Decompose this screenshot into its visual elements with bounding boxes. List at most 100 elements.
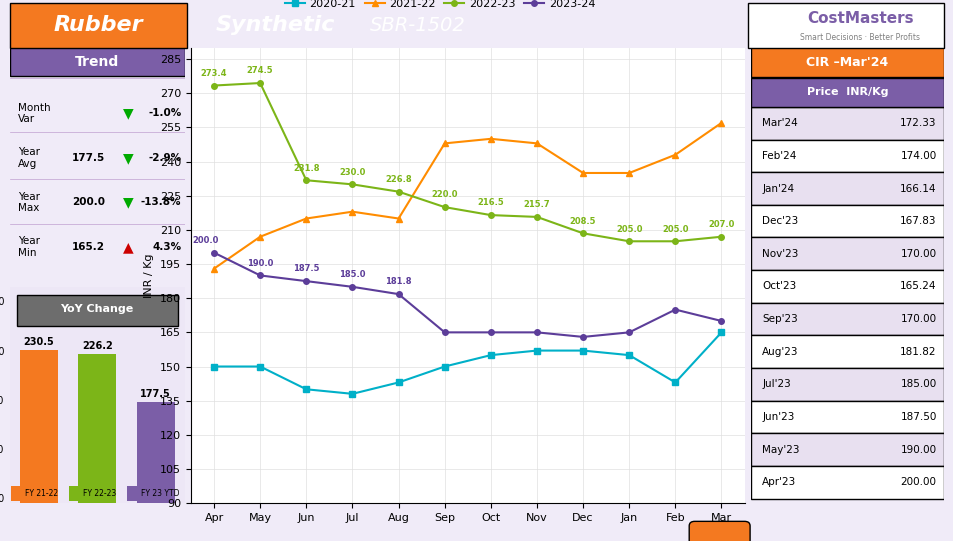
2022-23 [669, 238, 680, 245]
Text: CostMasters: CostMasters [806, 11, 913, 26]
Text: 166.14: 166.14 [900, 183, 936, 194]
2021-22 [393, 215, 404, 222]
2023-24 [393, 291, 404, 298]
FancyBboxPatch shape [750, 107, 943, 140]
2021-22 [485, 136, 497, 142]
Text: Trend: Trend [75, 55, 119, 69]
2022-23 [438, 204, 450, 210]
FancyBboxPatch shape [10, 3, 187, 48]
Bar [69, 486, 79, 501]
Text: SBR-1502: SBR-1502 [369, 16, 465, 35]
Text: 187.5: 187.5 [293, 265, 319, 273]
2021-22 [531, 140, 542, 147]
FancyBboxPatch shape [750, 172, 943, 205]
Text: 226.2: 226.2 [82, 341, 112, 352]
Text: Aug'23: Aug'23 [761, 347, 798, 357]
Text: Year
Min: Year Min [18, 236, 40, 258]
2021-22 [669, 151, 680, 158]
Bar [127, 486, 137, 501]
FancyBboxPatch shape [750, 48, 943, 77]
2023-24 [715, 318, 726, 324]
2023-24 [300, 278, 312, 285]
2023-24 [531, 329, 542, 335]
Text: 4.3%: 4.3% [152, 242, 181, 252]
Text: Jun'23: Jun'23 [761, 412, 794, 422]
Text: Apr'23: Apr'23 [761, 477, 796, 487]
Text: 200.0: 200.0 [193, 236, 218, 245]
Text: Month
Var: Month Var [18, 103, 51, 124]
Text: Year
Avg: Year Avg [18, 147, 40, 169]
Text: Jan'24: Jan'24 [761, 183, 794, 194]
2023-24 [485, 329, 497, 335]
Text: 205.0: 205.0 [616, 225, 641, 234]
FancyBboxPatch shape [750, 401, 943, 433]
Text: ▼: ▼ [123, 195, 134, 209]
FancyBboxPatch shape [750, 237, 943, 270]
Text: 170.00: 170.00 [900, 249, 936, 259]
FancyBboxPatch shape [747, 3, 943, 48]
Text: 177.5: 177.5 [71, 153, 105, 163]
2023-24 [254, 272, 266, 279]
FancyBboxPatch shape [750, 433, 943, 466]
2023-24 [346, 283, 357, 290]
Text: 187.50: 187.50 [900, 412, 936, 422]
2020-21 [669, 379, 680, 386]
Text: 167.83: 167.83 [900, 216, 936, 226]
Text: 216.5: 216.5 [476, 199, 504, 207]
Text: 185.0: 185.0 [339, 270, 365, 279]
FancyBboxPatch shape [750, 303, 943, 335]
Text: -2.9%: -2.9% [148, 153, 181, 163]
Text: 220.0: 220.0 [431, 190, 457, 200]
FancyBboxPatch shape [688, 522, 749, 541]
2021-22 [623, 170, 635, 176]
2022-23 [623, 238, 635, 245]
Text: 230.5: 230.5 [24, 337, 54, 347]
2020-21 [438, 363, 450, 370]
Line: 2023-24: 2023-24 [211, 250, 723, 340]
2020-21 [300, 386, 312, 393]
Text: 208.5: 208.5 [569, 216, 596, 226]
2020-21 [531, 347, 542, 354]
Text: 274.5: 274.5 [247, 67, 274, 75]
Text: Sep'23: Sep'23 [761, 314, 798, 324]
Text: ▼: ▼ [123, 107, 134, 121]
2021-22 [208, 265, 219, 272]
Text: 181.82: 181.82 [900, 347, 936, 357]
Text: YoY Change: YoY Change [60, 305, 133, 314]
Text: 165.24: 165.24 [900, 281, 936, 292]
2022-23 [300, 177, 312, 183]
Text: 170.00: 170.00 [900, 314, 936, 324]
Text: 190.0: 190.0 [247, 259, 274, 268]
2020-21 [485, 352, 497, 358]
FancyBboxPatch shape [750, 335, 943, 368]
Text: 174.00: 174.00 [900, 151, 936, 161]
Bar [11, 486, 22, 501]
2021-22 [577, 170, 588, 176]
FancyBboxPatch shape [750, 78, 943, 107]
FancyBboxPatch shape [10, 48, 185, 76]
Line: 2021-22: 2021-22 [211, 120, 723, 272]
Text: 200.00: 200.00 [900, 477, 936, 487]
2022-23 [577, 230, 588, 236]
Text: Price  INR/Kg: Price INR/Kg [806, 87, 887, 97]
FancyBboxPatch shape [750, 466, 943, 499]
Text: 230.0: 230.0 [339, 168, 365, 177]
2021-22 [715, 120, 726, 126]
Text: Rubber: Rubber [53, 15, 143, 35]
Text: 181.8: 181.8 [385, 278, 412, 286]
Text: ▲: ▲ [123, 240, 134, 254]
Text: 231.8: 231.8 [293, 163, 319, 173]
Text: Year
Max: Year Max [18, 192, 40, 213]
Text: Synthetic: Synthetic [215, 15, 335, 35]
2023-24 [577, 334, 588, 340]
2021-22 [254, 234, 266, 240]
2021-22 [300, 215, 312, 222]
2020-21 [208, 363, 219, 370]
Text: Oct'23: Oct'23 [761, 281, 796, 292]
Text: 200.0: 200.0 [71, 197, 105, 208]
Text: Mar'24: Mar'24 [761, 118, 798, 128]
FancyBboxPatch shape [750, 368, 943, 401]
2022-23 [393, 188, 404, 195]
Line: 2020-21: 2020-21 [211, 329, 723, 397]
Text: FY 22-23: FY 22-23 [83, 489, 116, 498]
